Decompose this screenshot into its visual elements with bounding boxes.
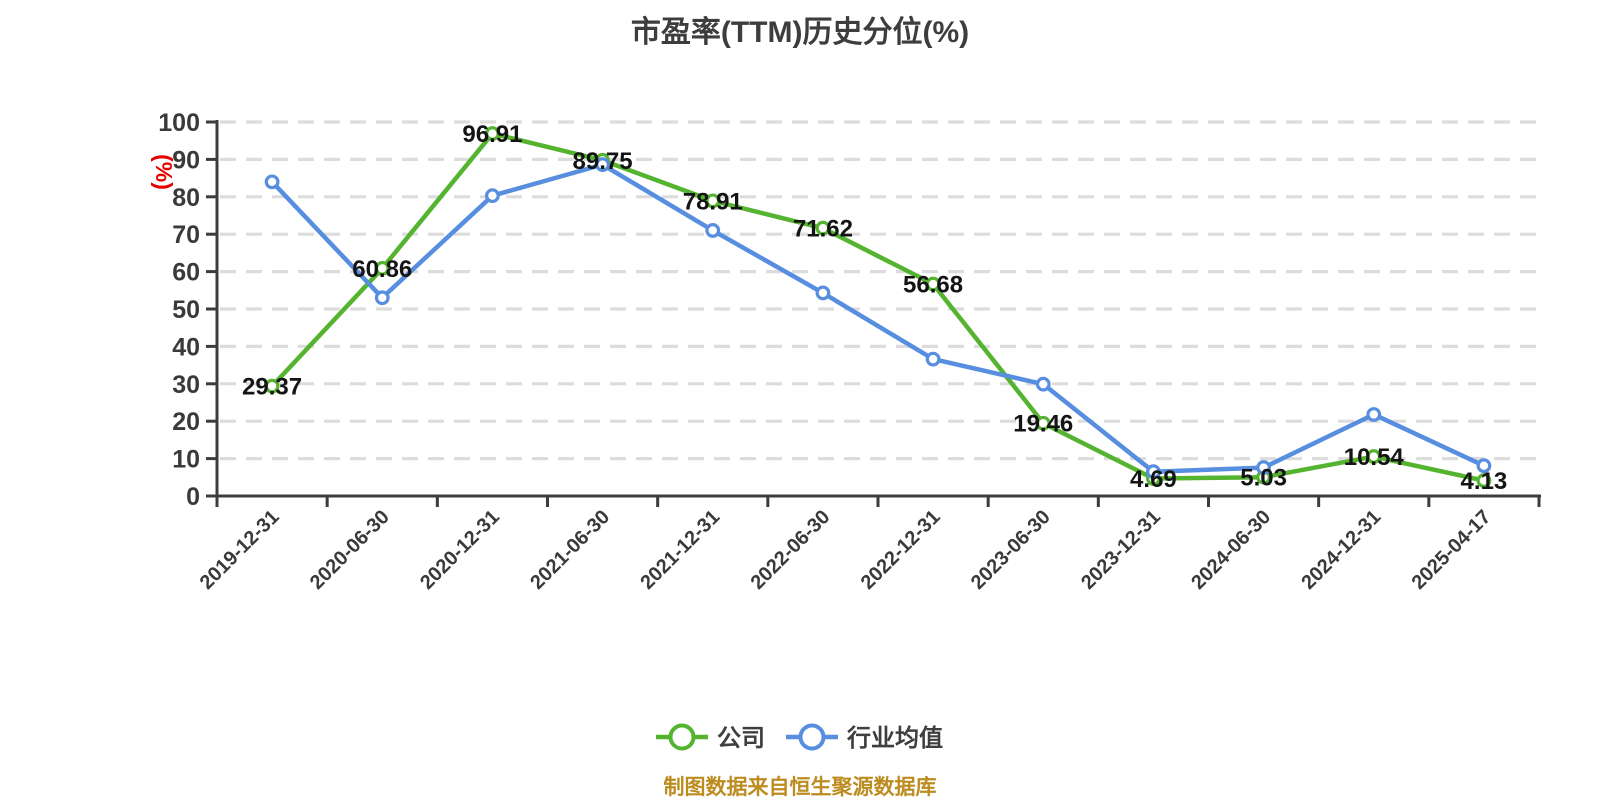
x-tick-label: 2023-06-30 <box>967 506 1055 594</box>
marker-company <box>1366 449 1382 464</box>
y-tick-label: 20 <box>172 408 200 436</box>
y-tick-label: 40 <box>172 333 200 361</box>
marker-industry-average <box>1256 460 1271 475</box>
marker-industry-average <box>925 351 941 367</box>
marker-industry-average <box>595 157 610 173</box>
value-label-company: 89.75 <box>573 148 633 175</box>
gridlines-layer <box>220 120 1539 461</box>
value-label-company: 60.86 <box>352 256 412 283</box>
legend-marker-industry-average <box>798 723 826 751</box>
value-label-company: 4.13 <box>1461 468 1508 495</box>
y-axis-name: (%) <box>151 154 177 190</box>
marker-company <box>264 378 280 394</box>
x-tick-label: 2024-06-30 <box>1187 506 1275 594</box>
marker-company <box>925 276 941 292</box>
x-tick-label: 2024-12-31 <box>1297 506 1385 594</box>
marker-industry-average <box>1146 464 1161 480</box>
legend-marker-company <box>668 723 696 751</box>
value-label-company: 71.62 <box>793 216 853 243</box>
x-tick-label: 2021-12-31 <box>636 506 724 594</box>
x-tick-label: 2025-04-17 <box>1408 506 1496 594</box>
value-label-company: 78.91 <box>683 188 743 215</box>
marker-industry-average <box>485 188 500 204</box>
y-tick-label: 50 <box>172 296 200 324</box>
data-source-note: 制图数据来自恒生聚源数据库 <box>664 775 937 799</box>
marker-company <box>815 220 831 236</box>
value-label-company: 19.46 <box>1013 411 1073 438</box>
value-label-company: 4.69 <box>1130 466 1177 493</box>
series-line-company <box>269 131 1487 483</box>
value-label-company: 5.03 <box>1240 465 1287 492</box>
x-tick-label: 2020-06-30 <box>306 506 394 594</box>
x-tick-label: 2021-06-30 <box>526 506 614 594</box>
marker-industry-average <box>815 285 831 301</box>
x-tick-label: 2022-12-31 <box>857 506 945 594</box>
x-tick-label: 2020-12-31 <box>416 506 504 594</box>
y-tick-label: 10 <box>172 446 200 474</box>
y-tick-label: 100 <box>158 109 200 137</box>
x-tick-label: 2022-06-30 <box>747 506 835 594</box>
value-label-company: 56.68 <box>903 272 963 299</box>
marker-company <box>1035 415 1051 431</box>
legend: 公司 行业均值 <box>656 723 943 752</box>
marker-industry-average <box>1476 458 1492 474</box>
value-label-company: 29.37 <box>242 374 302 401</box>
axes-layer: 0 10 20 30 40 50 60 70 80 90 100 2019-12-31 2020-06-… <box>158 109 1541 594</box>
legend-label-industry-average: 行业均值 <box>846 724 943 752</box>
y-tick-label: 90 <box>172 146 200 174</box>
series-line-industry-average <box>269 162 1487 474</box>
marker-company <box>1476 473 1492 488</box>
y-tick-label: 70 <box>172 221 200 249</box>
value-label-company: 10.54 <box>1344 444 1405 471</box>
y-tick-label: 0 <box>186 483 200 511</box>
y-tick-label: 80 <box>172 184 200 212</box>
x-tick-label: 2019-12-31 <box>196 506 284 594</box>
marker-company <box>485 126 500 141</box>
legend-label-company: 公司 <box>717 725 765 752</box>
marker-industry-average <box>374 290 390 306</box>
value-labels-layer: 29.37 60.86 96.91 89.75 78.91 71.62 56.68 19.46… <box>242 121 1507 495</box>
legend-item-company[interactable]: 公司 <box>656 723 765 752</box>
marker-industry-average <box>264 174 280 190</box>
y-tick-label: 60 <box>172 259 200 287</box>
chart-title: 市盈率(TTM)历史分位(%) <box>631 15 969 49</box>
marker-industry-average <box>1366 407 1382 422</box>
marker-company <box>374 260 390 276</box>
y-tick-label: 30 <box>172 371 200 399</box>
marker-company <box>705 193 721 209</box>
x-tick-label: 2023-12-31 <box>1077 506 1165 594</box>
marker-industry-average <box>1035 376 1051 392</box>
legend-item-industry-average[interactable]: 行业均值 <box>786 723 943 752</box>
series-layer <box>264 126 1492 488</box>
value-label-company: 96.91 <box>462 121 522 148</box>
marker-industry-average <box>705 223 721 238</box>
